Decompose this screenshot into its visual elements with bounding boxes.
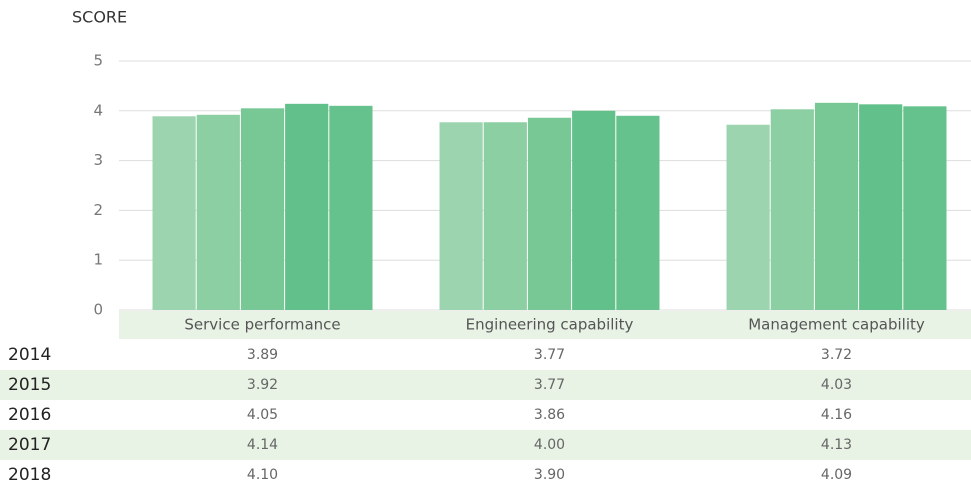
y-tick-label: 4 [93,101,103,119]
x-tick-label: Engineering capability [466,316,634,334]
y-tick-label: 0 [93,301,103,319]
row-label: 2016 [8,405,51,425]
table-value: 3.77 [534,347,565,363]
table-value: 4.03 [821,377,852,393]
table-value: 4.00 [534,437,565,453]
bar [196,114,240,310]
row-label: 2017 [8,435,51,455]
table-value: 4.14 [247,437,278,453]
bar [483,122,527,310]
table-value: 3.90 [534,467,565,483]
x-tick-label: Service performance [184,316,340,334]
table-value: 3.77 [534,377,565,393]
table-value: 3.72 [821,347,852,363]
bar [240,108,285,310]
table-value: 4.13 [821,437,852,453]
table-value: 4.10 [247,467,278,483]
bar [329,105,373,310]
table-value: 3.89 [247,347,278,363]
table-value: 3.92 [247,377,278,393]
bar [903,106,947,311]
bar [285,103,329,310]
bar [439,122,483,310]
y-tick-label: 1 [93,251,103,269]
bar [527,117,572,310]
bar [616,115,660,310]
row-label: 2015 [8,375,51,395]
table-value: 4.09 [821,467,852,483]
category-band [119,311,971,339]
table-row-bg [0,430,971,460]
y-axis-title: SCORE [72,8,127,27]
bar [152,116,196,310]
x-tick-label: Management capability [748,316,925,334]
y-tick-label: 2 [93,201,103,219]
table-row-bg [0,370,971,400]
row-label: 2018 [8,465,51,485]
y-tick-label: 3 [93,151,103,169]
table-value: 3.86 [534,407,565,423]
table-value: 4.05 [247,407,278,423]
bar [859,104,903,311]
row-label: 2014 [8,345,51,365]
bar [726,124,770,310]
bar [814,102,859,310]
y-tick-label: 5 [93,52,103,70]
bar [770,109,814,310]
bar [572,110,616,310]
table-value: 4.16 [821,407,852,423]
